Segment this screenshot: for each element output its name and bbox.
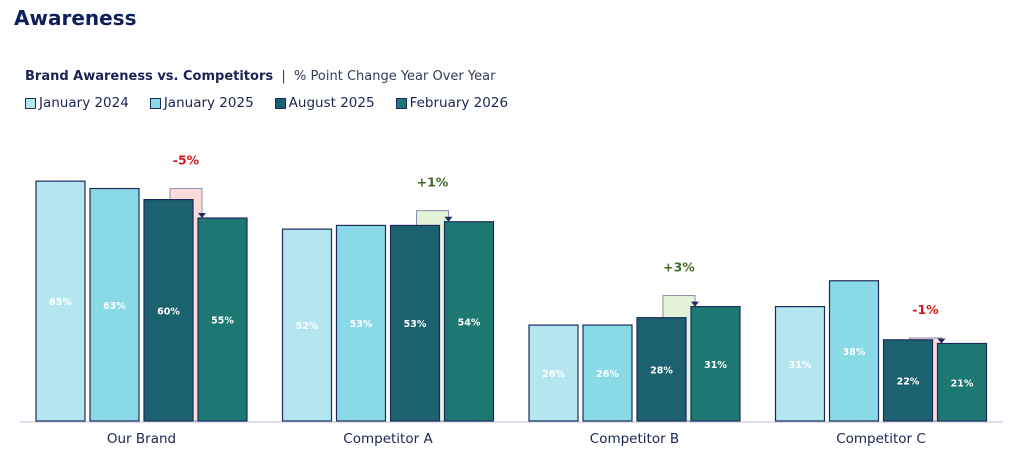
legend-label: January 2025 — [163, 95, 254, 111]
bar-value-label: 31% — [789, 360, 812, 371]
bar — [443, 221, 495, 422]
bar — [936, 342, 988, 422]
change-label: +3% — [663, 260, 695, 275]
chart-subtitle-text: % Point Change Year Over Year — [294, 69, 496, 84]
legend-item: August 2025 — [274, 95, 375, 111]
bar — [828, 280, 880, 422]
bar — [89, 187, 140, 422]
legend: January 2024 January 2025 August 2025 Fe… — [25, 95, 508, 111]
bar-value-label: 55% — [211, 316, 234, 327]
change-label: -1% — [912, 302, 939, 317]
bar — [774, 306, 826, 422]
bar — [143, 199, 194, 422]
bar-value-label: 26% — [542, 369, 565, 380]
legend-swatch — [395, 97, 407, 109]
bar — [636, 317, 687, 422]
bar — [35, 180, 86, 422]
category-label: Competitor B — [590, 431, 679, 447]
bar-value-label: 53% — [350, 319, 373, 330]
legend-label: February 2026 — [409, 95, 509, 111]
page-title: Awareness — [14, 6, 137, 30]
change-label: -5% — [173, 153, 200, 168]
change-arrow-icon — [937, 338, 946, 344]
bar — [690, 306, 741, 422]
bar-value-label: 65% — [49, 297, 72, 308]
change-label: +1% — [417, 175, 449, 190]
legend-label: January 2024 — [39, 95, 129, 111]
category-label: Competitor A — [343, 431, 433, 447]
legend-swatch — [149, 97, 161, 109]
change-arrow-icon — [444, 216, 453, 222]
category-label: Competitor C — [836, 431, 926, 447]
bar — [197, 217, 248, 422]
change-arrow-icon — [198, 213, 206, 219]
bar-value-label: 38% — [843, 347, 866, 358]
legend-item: January 2025 — [149, 95, 254, 111]
bar — [882, 339, 934, 422]
bar-value-label: 21% — [951, 378, 974, 389]
bar — [528, 324, 579, 422]
legend-item: February 2026 — [395, 95, 509, 111]
legend-label: August 2025 — [288, 95, 375, 111]
chart-title: Brand Awareness vs. Competitors — [25, 69, 274, 84]
bar-value-label: 28% — [650, 365, 673, 376]
bar-value-label: 26% — [596, 369, 619, 380]
bar-value-label: 54% — [458, 317, 481, 328]
bar — [335, 224, 387, 422]
bar — [389, 224, 441, 422]
bar-value-label: 52% — [296, 321, 319, 332]
bar-value-label: 31% — [704, 360, 727, 371]
legend-item: January 2024 — [25, 95, 129, 111]
bar-value-label: 60% — [157, 306, 180, 317]
separator: | — [277, 69, 290, 84]
bar — [281, 228, 333, 422]
category-label: Our Brand — [107, 431, 176, 447]
chart-subtitle: Brand Awareness vs. Competitors | % Poin… — [25, 69, 495, 84]
bar — [582, 324, 633, 422]
legend-swatch — [274, 97, 286, 109]
bar-value-label: 53% — [404, 319, 427, 330]
bar-value-label: 63% — [103, 301, 126, 312]
bar-value-label: 22% — [897, 376, 920, 387]
legend-swatch — [25, 97, 36, 109]
change-arrow-icon — [691, 301, 699, 307]
